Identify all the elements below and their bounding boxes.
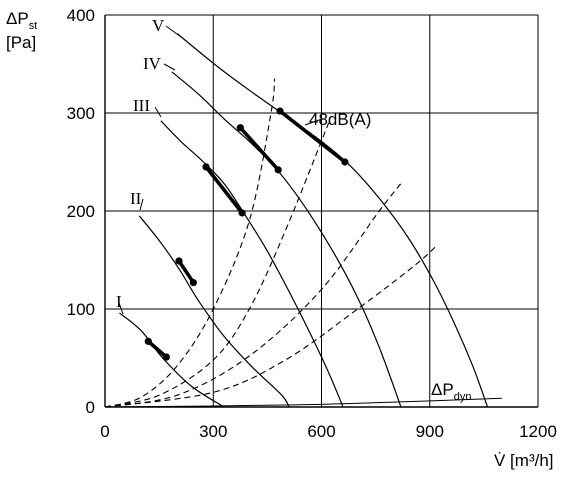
fan-curve-v [176, 33, 489, 408]
y-tick-300: 300 [67, 104, 95, 123]
fan-curves [119, 33, 489, 408]
system-curves [104, 78, 438, 408]
system-curve-1 [104, 78, 276, 408]
fan-curve-iv [171, 71, 402, 408]
fan-curve-ii [138, 215, 290, 408]
curve-label-leader-iii [154, 106, 162, 118]
fan-curve-i [119, 312, 225, 408]
fan-curve-iii [160, 120, 344, 408]
annotation-leader [304, 118, 323, 126]
dynamic-pressure-curve [104, 397, 502, 408]
operating-range-iv [238, 125, 281, 172]
curve-label-ii: II [130, 189, 142, 208]
system-curve-2 [104, 122, 330, 408]
curve-label-leader-v [165, 25, 182, 38]
y-tick-200: 200 [67, 202, 95, 221]
tick-labels: 0 300 600 900 1200 0 100 200 300 400 [67, 6, 557, 441]
curve-label-v: V [152, 16, 165, 35]
system-curve-3 [104, 183, 402, 408]
x-tick-300: 300 [199, 422, 227, 441]
operating-range-iii [204, 165, 244, 215]
x-tick-600: 600 [307, 422, 335, 441]
curve-label-iii: III [133, 96, 150, 115]
curve-label-iv: IV [143, 54, 162, 73]
dynamic-pressure-line [104, 397, 502, 408]
operating-point-iv-2 [274, 166, 282, 174]
operating-point-ii-1 [175, 257, 183, 265]
x-tick-1200: 1200 [519, 422, 557, 441]
system-curve-4 [104, 244, 438, 408]
x-tick-0: 0 [100, 422, 109, 441]
operating-range-v [278, 109, 347, 164]
y-tick-100: 100 [67, 300, 95, 319]
operating-point-iv-1 [236, 124, 244, 132]
curve-label-leader-i [118, 302, 124, 315]
y-axis-unit: [Pa] [6, 33, 36, 52]
annotation-48db: 48dB(A) [309, 110, 371, 129]
x-tick-900: 900 [416, 422, 444, 441]
curve-label-leader-iv [163, 63, 176, 71]
y-tick-400: 400 [67, 6, 95, 25]
operating-range-i [146, 339, 169, 359]
operating-point-iii-2 [238, 209, 246, 217]
operating-point-iii-1 [202, 163, 210, 171]
curve-label-i: I [116, 292, 122, 311]
operating-point-i-2 [162, 353, 170, 361]
grid [104, 14, 539, 408]
x-axis-label: V̇ [m³/h] [494, 451, 554, 470]
y-axis-label: ΔPst [6, 9, 37, 32]
operating-point-v-2 [341, 158, 349, 166]
operating-point-v-1 [276, 107, 284, 115]
operating-point-i-1 [144, 337, 152, 345]
operating-range-ii [177, 259, 196, 285]
dynamic-pressure-label: ΔPdyn [431, 380, 471, 403]
y-tick-0: 0 [86, 398, 95, 417]
operating-point-ii-2 [189, 278, 198, 287]
curve-label-leader-ii [139, 198, 144, 211]
